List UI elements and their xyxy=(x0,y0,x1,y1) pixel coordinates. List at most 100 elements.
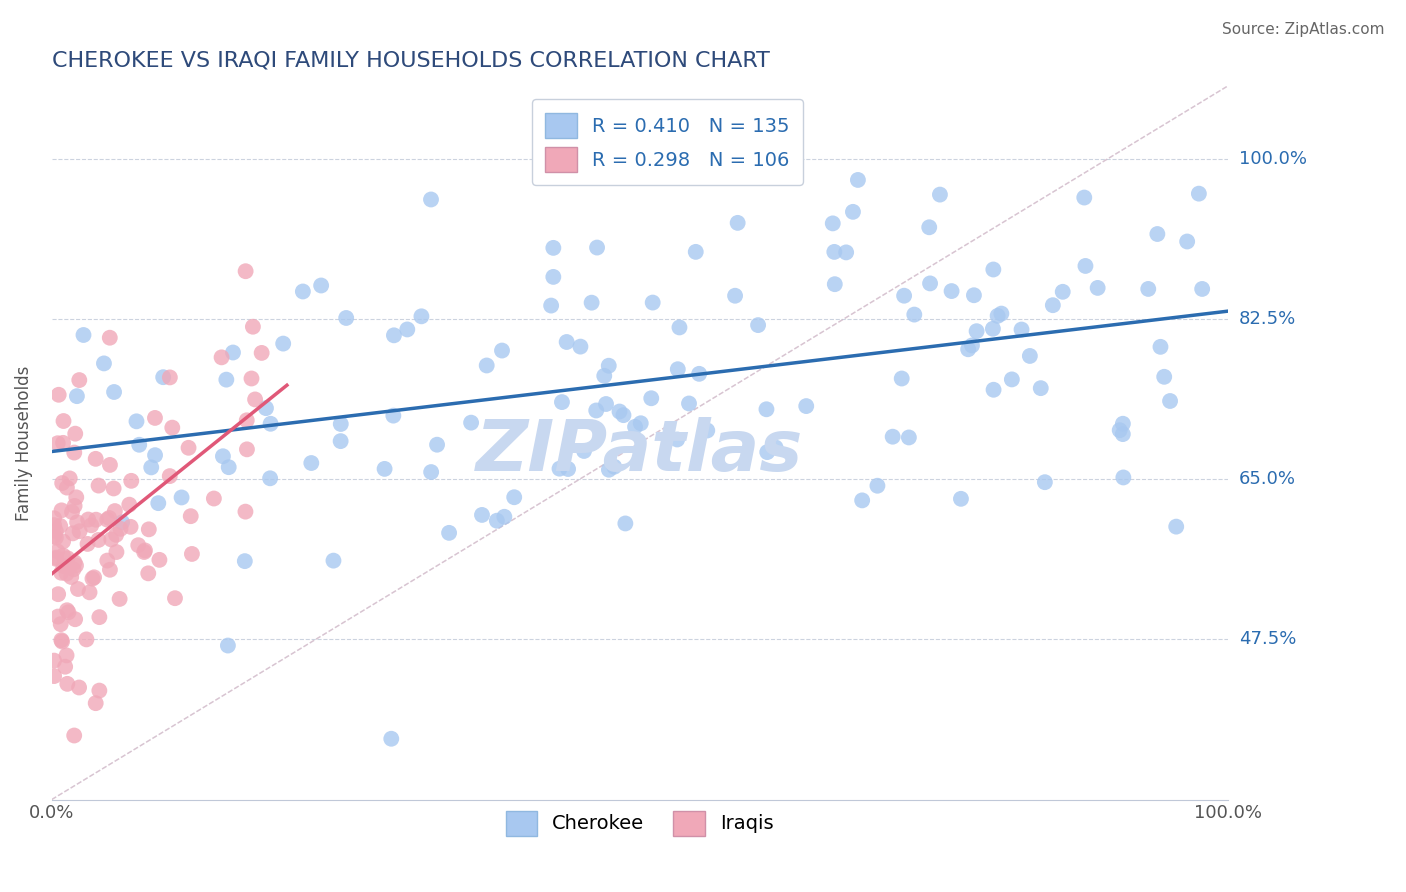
Point xyxy=(63,499,86,513)
Point xyxy=(120,520,142,534)
Text: 82.5%: 82.5% xyxy=(1239,310,1296,328)
Point xyxy=(170,491,193,505)
Point xyxy=(143,411,166,425)
Point xyxy=(696,424,718,438)
Point xyxy=(614,516,637,531)
Point xyxy=(98,331,121,345)
Point xyxy=(1001,372,1024,386)
Point xyxy=(1087,281,1109,295)
Point xyxy=(1166,519,1188,533)
Point xyxy=(76,537,98,551)
Point xyxy=(111,516,134,530)
Point xyxy=(918,277,941,291)
Text: 47.5%: 47.5% xyxy=(1239,631,1296,648)
Point xyxy=(63,729,86,743)
Point xyxy=(835,245,858,260)
Point xyxy=(89,683,111,698)
Point xyxy=(557,462,579,476)
Point xyxy=(548,461,571,475)
Point xyxy=(51,503,73,517)
Point xyxy=(426,438,449,452)
Point xyxy=(52,559,75,574)
Point xyxy=(471,508,494,522)
Point xyxy=(235,413,257,427)
Point xyxy=(45,524,67,538)
Point xyxy=(72,328,94,343)
Point xyxy=(893,289,915,303)
Point xyxy=(62,526,84,541)
Point xyxy=(62,562,84,576)
Point xyxy=(641,295,664,310)
Point xyxy=(540,299,562,313)
Point xyxy=(821,216,844,230)
Point xyxy=(382,409,405,423)
Point xyxy=(309,278,332,293)
Point xyxy=(1112,417,1135,431)
Point xyxy=(866,479,889,493)
Point xyxy=(51,566,73,580)
Point xyxy=(84,451,107,466)
Point xyxy=(180,509,202,524)
Point xyxy=(59,471,82,485)
Point xyxy=(51,476,73,491)
Point xyxy=(49,617,72,632)
Point xyxy=(159,469,181,483)
Point xyxy=(485,514,508,528)
Point xyxy=(666,362,689,376)
Point xyxy=(250,346,273,360)
Point xyxy=(98,458,121,472)
Point xyxy=(460,416,482,430)
Point xyxy=(46,609,69,624)
Point xyxy=(218,460,240,475)
Point xyxy=(420,193,443,207)
Point xyxy=(177,441,200,455)
Point xyxy=(110,522,132,536)
Point xyxy=(960,338,983,352)
Point xyxy=(1112,470,1135,484)
Point xyxy=(1108,423,1130,437)
Point xyxy=(851,493,873,508)
Point xyxy=(240,371,263,385)
Point xyxy=(329,434,352,449)
Point xyxy=(503,490,526,504)
Point xyxy=(727,216,749,230)
Point xyxy=(1137,282,1160,296)
Point xyxy=(46,587,69,601)
Point xyxy=(56,677,79,691)
Point xyxy=(103,384,125,399)
Point xyxy=(755,402,778,417)
Point xyxy=(572,444,595,458)
Point xyxy=(77,512,100,526)
Point xyxy=(56,603,79,617)
Point xyxy=(105,545,128,559)
Text: ZIPatlas: ZIPatlas xyxy=(477,417,803,486)
Point xyxy=(491,343,513,358)
Point xyxy=(75,632,97,647)
Point xyxy=(66,582,89,596)
Point xyxy=(380,731,402,746)
Point xyxy=(420,465,443,479)
Point xyxy=(60,570,83,584)
Point xyxy=(143,448,166,462)
Point xyxy=(1073,190,1095,204)
Point xyxy=(382,328,405,343)
Point xyxy=(46,544,69,558)
Point xyxy=(685,244,707,259)
Point xyxy=(585,403,607,417)
Point xyxy=(668,320,690,334)
Point xyxy=(543,269,565,284)
Point xyxy=(120,474,142,488)
Point xyxy=(104,504,127,518)
Point xyxy=(79,585,101,599)
Point xyxy=(1029,381,1052,395)
Point xyxy=(69,524,91,538)
Point xyxy=(93,356,115,370)
Point xyxy=(83,570,105,584)
Point xyxy=(138,522,160,536)
Point xyxy=(65,491,87,505)
Point xyxy=(254,401,277,416)
Point xyxy=(96,553,118,567)
Point xyxy=(82,572,104,586)
Point xyxy=(1033,475,1056,490)
Point xyxy=(52,414,75,428)
